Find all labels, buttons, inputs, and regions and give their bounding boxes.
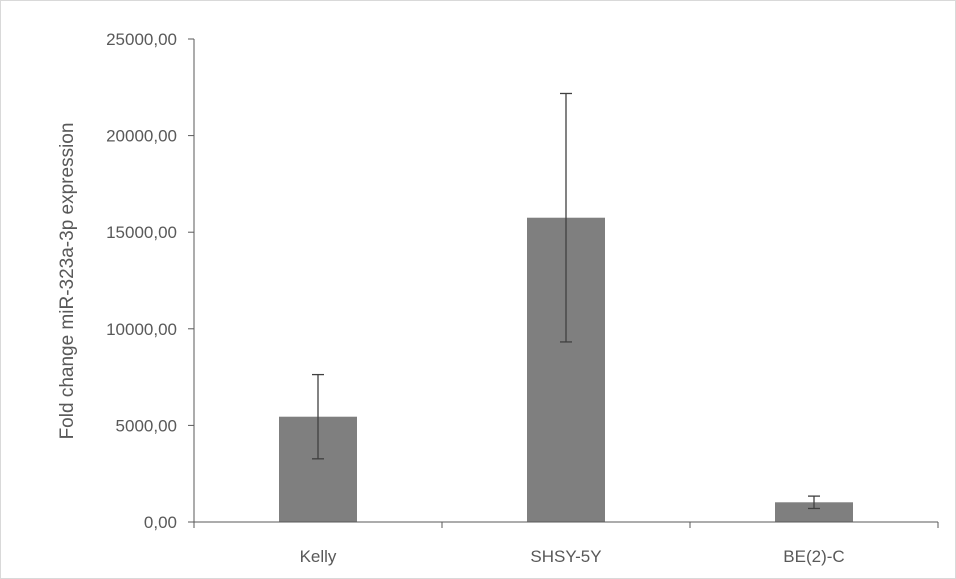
y-tick-label: 20000,00 xyxy=(106,127,177,146)
category-labels: Kelly SHSY-5Y BE(2)-C xyxy=(300,547,845,566)
error-bars xyxy=(312,92,820,510)
y-ticks: 0,00 5000,00 10000,00 15000,00 20000,00 25000… xyxy=(106,30,194,532)
y-axis-label-group: Fold change miR-323a-3p expression xyxy=(57,123,78,440)
y-tick-label: 15000,00 xyxy=(106,223,177,242)
y-tick-label: 25000,00 xyxy=(106,30,177,49)
y-axis-label: Fold change miR-323a-3p expression xyxy=(57,123,78,440)
y-tick-label: 0,00 xyxy=(144,513,177,532)
x-category-label: BE(2)-C xyxy=(783,547,844,566)
y-tick-label: 5000,00 xyxy=(116,416,177,435)
x-category-label: Kelly xyxy=(300,547,337,566)
x-category-label: SHSY-5Y xyxy=(530,547,601,566)
bar xyxy=(775,502,853,522)
y-tick-label: 10000,00 xyxy=(106,320,177,339)
x-axis xyxy=(193,521,939,528)
